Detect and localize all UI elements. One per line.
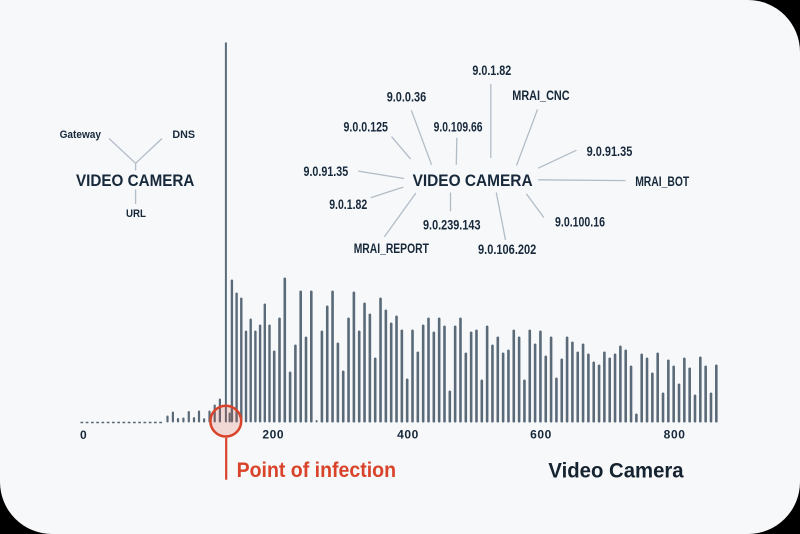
svg-text:9.0.109.66: 9.0.109.66 (434, 120, 483, 135)
svg-text:9.0.106.202: 9.0.106.202 (478, 242, 536, 257)
svg-text:MRAI_CNC: MRAI_CNC (512, 88, 569, 103)
svg-text:9.0.1.82: 9.0.1.82 (329, 197, 367, 212)
svg-text:9.0.91.35: 9.0.91.35 (304, 164, 349, 179)
svg-text:Gateway: Gateway (60, 129, 102, 141)
svg-text:Video Camera: Video Camera (548, 459, 684, 482)
svg-text:200: 200 (262, 428, 284, 442)
svg-text:MRAI_REPORT: MRAI_REPORT (354, 241, 430, 256)
svg-text:DNS: DNS (172, 129, 195, 141)
svg-text:VIDEO CAMERA: VIDEO CAMERA (76, 171, 194, 190)
svg-text:400: 400 (397, 428, 419, 442)
svg-text:VIDEO CAMERA: VIDEO CAMERA (413, 171, 533, 190)
svg-text:MRAI_BOT: MRAI_BOT (635, 174, 690, 189)
svg-text:9.0.91.35: 9.0.91.35 (587, 144, 633, 159)
svg-text:9.0.1.82: 9.0.1.82 (472, 63, 511, 78)
svg-text:URL: URL (126, 208, 146, 220)
svg-text:Point of infection: Point of infection (237, 459, 396, 482)
svg-text:0: 0 (80, 428, 87, 442)
svg-text:9.0.0.36: 9.0.0.36 (387, 90, 427, 105)
svg-text:9.0.0.125: 9.0.0.125 (344, 120, 389, 135)
svg-text:9.0.239.143: 9.0.239.143 (423, 218, 481, 233)
svg-text:9.0.100.16: 9.0.100.16 (555, 214, 605, 229)
svg-text:600: 600 (530, 428, 552, 442)
svg-text:800: 800 (664, 428, 686, 442)
